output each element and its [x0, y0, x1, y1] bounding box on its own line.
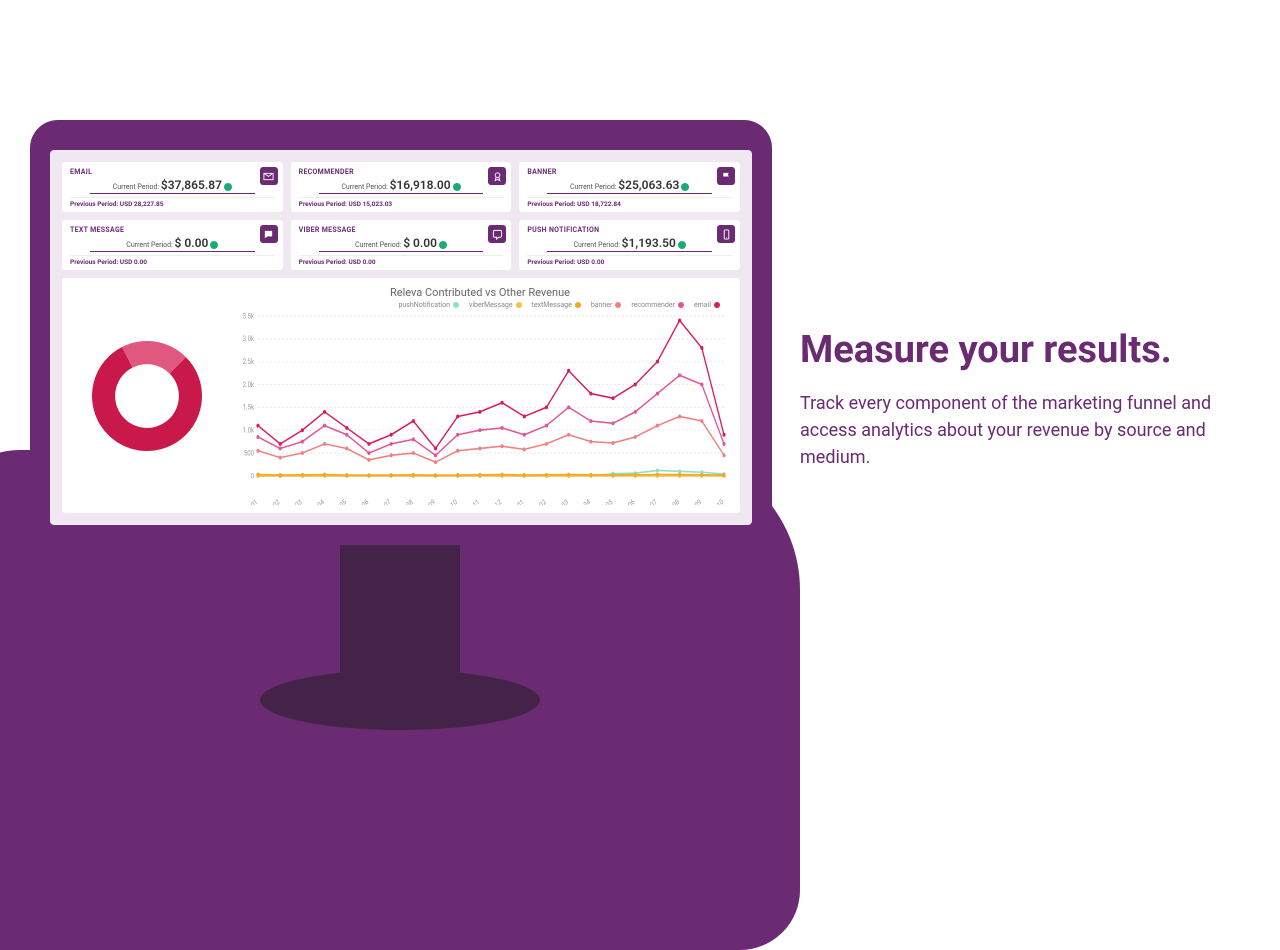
trend-up-icon [678, 241, 686, 249]
svg-text:2.5k: 2.5k [243, 357, 255, 366]
legend-item[interactable]: recommender [631, 301, 684, 309]
svg-text:2022-11: 2022-11 [460, 498, 481, 505]
card-previous-period: Previous Period: USD 15,023.03 [299, 197, 504, 208]
card-title: TEXT MESSAGE [70, 226, 275, 234]
svg-text:2023-03: 2023-03 [548, 497, 570, 505]
chart-legend: pushNotification viberMessage textMessag… [230, 301, 730, 309]
card-previous-period: Previous Period: USD 0.00 [299, 255, 504, 266]
svg-text:2023-02: 2023-02 [526, 497, 548, 505]
svg-text:500: 500 [244, 449, 254, 458]
legend-item[interactable]: pushNotification [399, 301, 459, 309]
trend-up-icon [224, 183, 232, 191]
monitor-frame: EMAIL Current Period: $37,865.87 Previous … [30, 120, 772, 545]
monitor-stand [340, 540, 460, 680]
donut-chart [72, 286, 222, 505]
card-title: RECOMMENDER [299, 168, 504, 176]
svg-text:2023-08: 2023-08 [659, 497, 681, 505]
legend-item[interactable]: textMessage [532, 301, 581, 309]
card-previous-period: Previous Period: USD 28,227.85 [70, 197, 275, 208]
svg-text:2022-01: 2022-01 [238, 498, 259, 505]
metric-card[interactable]: PUSH NOTIFICATION Current Period: $1,193.… [519, 220, 740, 270]
trend-up-icon [453, 183, 461, 191]
subheadline-text: Track every component of the marketing f… [800, 390, 1260, 471]
line-chart-area: Releva Contributed vs Other Revenue push… [230, 286, 730, 505]
svg-text:1.5k: 1.5k [243, 403, 255, 412]
card-current-period: Current Period: $ 0.00 [299, 236, 504, 250]
svg-text:0: 0 [251, 472, 255, 481]
dashboard-screen: EMAIL Current Period: $37,865.87 Previous … [50, 150, 752, 525]
card-current-period: Current Period: $1,193.50 [527, 236, 732, 250]
card-title: EMAIL [70, 168, 275, 176]
svg-text:3.0k: 3.0k [243, 335, 255, 344]
svg-text:2023-01: 2023-01 [504, 498, 525, 505]
trend-up-icon [210, 241, 218, 249]
card-current-period: Current Period: $37,865.87 [70, 178, 275, 192]
legend-item[interactable]: viberMessage [469, 301, 522, 309]
svg-text:2022-12: 2022-12 [482, 497, 504, 505]
metric-cards-grid: EMAIL Current Period: $37,865.87 Previous … [62, 162, 740, 270]
svg-text:2022-02: 2022-02 [260, 497, 282, 505]
metric-card[interactable]: BANNER Current Period: $25,063.63 Previous… [519, 162, 740, 212]
metric-card[interactable]: VIBER MESSAGE Current Period: $ 0.00 Previ… [291, 220, 512, 270]
card-previous-period: Previous Period: USD 0.00 [527, 255, 732, 266]
headline-text: Measure your results. [800, 330, 1260, 372]
line-chart: 05001.0k1.5k2.0k2.5k3.0k3.5k2022-012022-… [230, 311, 730, 505]
card-previous-period: Previous Period: USD 18,722.84 [527, 197, 732, 208]
award-icon [488, 167, 506, 185]
metric-card[interactable]: EMAIL Current Period: $37,865.87 Previous … [62, 162, 283, 212]
svg-text:2022-09: 2022-09 [415, 497, 437, 505]
metric-card[interactable]: TEXT MESSAGE Current Period: $ 0.00 Previo… [62, 220, 283, 270]
line-series-banner[interactable] [258, 416, 724, 462]
mail-icon [260, 167, 278, 185]
svg-text:2023-09: 2023-09 [682, 497, 704, 505]
mobile-icon [717, 225, 735, 243]
metric-card[interactable]: RECOMMENDER Current Period: $16,918.00 Pre… [291, 162, 512, 212]
svg-text:3.5k: 3.5k [243, 312, 255, 321]
svg-text:2023-04: 2023-04 [571, 497, 593, 505]
svg-text:2022-08: 2022-08 [393, 497, 415, 505]
trend-up-icon [439, 241, 447, 249]
card-previous-period: Previous Period: USD 0.00 [70, 255, 275, 266]
svg-text:2022-05: 2022-05 [327, 497, 349, 505]
legend-item[interactable]: banner [591, 301, 622, 309]
svg-text:2.0k: 2.0k [243, 380, 255, 389]
flag-icon [717, 167, 735, 185]
svg-text:2023-06: 2023-06 [615, 497, 637, 505]
revenue-chart-panel: Releva Contributed vs Other Revenue push… [62, 278, 740, 513]
svg-text:2022-03: 2022-03 [282, 497, 304, 505]
trend-up-icon [681, 183, 689, 191]
chart-title: Releva Contributed vs Other Revenue [230, 286, 730, 299]
card-title: VIBER MESSAGE [299, 226, 504, 234]
card-current-period: Current Period: $ 0.00 [70, 236, 275, 250]
svg-text:1.0k: 1.0k [243, 426, 255, 435]
card-current-period: Current Period: $25,063.63 [527, 178, 732, 192]
svg-text:2023-05: 2023-05 [593, 497, 615, 505]
line-series-textMessage[interactable] [258, 475, 724, 476]
svg-text:2023-07: 2023-07 [637, 497, 659, 505]
monitor-base [260, 670, 540, 730]
viber-icon [488, 225, 506, 243]
card-current-period: Current Period: $16,918.00 [299, 178, 504, 192]
svg-text:2022-04: 2022-04 [304, 497, 326, 505]
card-title: PUSH NOTIFICATION [527, 226, 732, 234]
svg-text:2022-06: 2022-06 [349, 497, 371, 505]
svg-text:2022-07: 2022-07 [371, 497, 393, 505]
svg-text:2022-10: 2022-10 [437, 497, 459, 505]
marketing-copy: Measure your results. Track every compon… [800, 330, 1260, 471]
chat-icon [260, 225, 278, 243]
line-series-recommender[interactable] [258, 375, 724, 455]
card-title: BANNER [527, 168, 732, 176]
legend-item[interactable]: email [694, 301, 720, 309]
svg-text:2023-10: 2023-10 [704, 497, 726, 505]
